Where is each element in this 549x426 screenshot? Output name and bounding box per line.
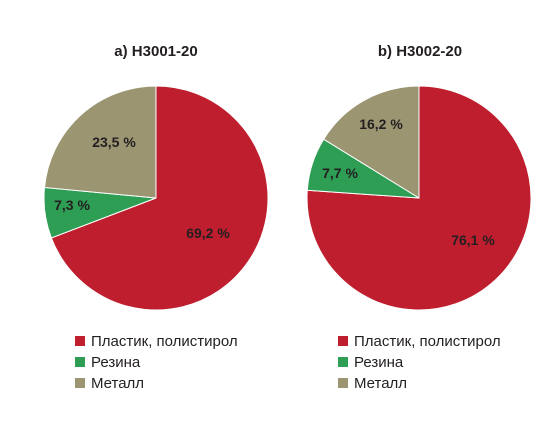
- chart-title: b) H3002-20: [378, 43, 462, 60]
- slice-label: 16,2 %: [359, 116, 403, 132]
- legend-label: Пластик, полистирол: [354, 333, 501, 350]
- slice-label: 7,7 %: [322, 165, 358, 181]
- pie-slice-plastic: [50, 85, 269, 311]
- slice-label: 23,5 %: [92, 134, 136, 150]
- pie-chart-a: a) H3001-20 69,2 % 7,3 % 23,5 % Пластик, пол…: [43, 43, 269, 392]
- legend-label: Резина: [354, 354, 404, 371]
- legend-swatch: [338, 357, 348, 367]
- legend-label: Металл: [354, 375, 407, 392]
- pie-slice-metal: [323, 85, 420, 199]
- legend-swatch: [338, 336, 348, 346]
- pie-chart-b: b) H3002-20 76,1 % 7,7 % 16,2 % Пластик, пол…: [306, 43, 532, 392]
- chart-title: a) H3001-20: [114, 43, 197, 60]
- legend-swatch: [75, 357, 85, 367]
- slice-label: 76,1 %: [451, 232, 495, 248]
- legend-swatch: [75, 336, 85, 346]
- legend-label: Пластик, полистирол: [91, 333, 238, 350]
- legend-swatch: [338, 378, 348, 388]
- legend-label: Резина: [91, 354, 141, 371]
- slice-label: 7,3 %: [54, 197, 90, 213]
- slice-label: 69,2 %: [186, 225, 230, 241]
- legend-label: Металл: [91, 375, 144, 392]
- pie-slice-metal: [43, 85, 157, 199]
- legend-swatch: [75, 378, 85, 388]
